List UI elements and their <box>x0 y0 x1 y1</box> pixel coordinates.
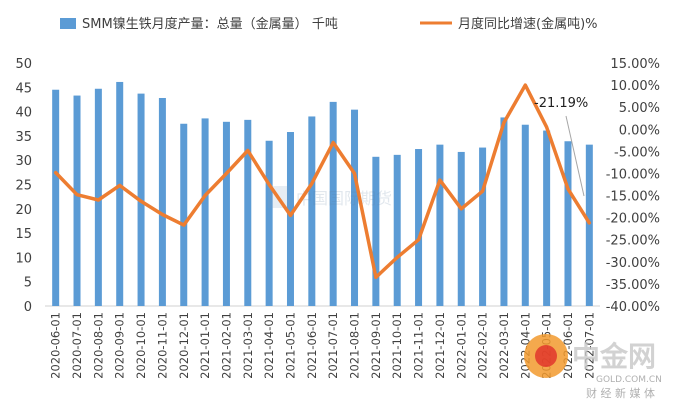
bar <box>393 154 401 306</box>
bar <box>521 124 529 306</box>
logo-url: GOLD.COM.CN <box>596 375 662 385</box>
right-tick-label: -35.00% <box>606 278 660 293</box>
right-tick-label: -15.00% <box>606 190 660 205</box>
x-tick-label: 2020-11-01 <box>155 312 169 379</box>
x-tick-label: 2021-02-01 <box>219 312 233 379</box>
left-axis: 0 5 10 15 20 25 30 35 40 45 50 <box>15 57 32 315</box>
left-tick-label: 50 <box>15 57 32 72</box>
right-tick-label: -30.00% <box>606 256 660 271</box>
legend-bar-swatch <box>60 18 76 29</box>
x-tick-label: 2021-10-01 <box>390 312 404 379</box>
bar <box>372 156 380 306</box>
x-tick-label: 2022-03-01 <box>497 312 511 379</box>
bar <box>52 89 60 306</box>
x-tick-label: 2021-03-01 <box>241 312 255 379</box>
x-tick-label: 2021-08-01 <box>348 312 362 379</box>
bar <box>73 95 81 306</box>
annotation-leader <box>565 115 585 197</box>
growth-line <box>53 83 592 280</box>
right-tick-label: 5.00% <box>619 101 660 116</box>
left-tick-label: 25 <box>15 179 32 194</box>
bar <box>244 119 252 306</box>
logo-inner <box>535 345 557 367</box>
bar <box>286 132 294 306</box>
x-tick-label: 2020-10-01 <box>134 312 148 379</box>
x-tick-label: 2021-01-01 <box>198 312 212 379</box>
left-tick-label: 30 <box>15 154 32 169</box>
left-tick-label: 35 <box>15 130 32 145</box>
watermark-center: 中国国际期货 <box>268 186 392 208</box>
annotation-label: -21.19% <box>534 96 588 111</box>
left-tick-label: 20 <box>15 203 32 218</box>
bar <box>94 88 102 307</box>
right-tick-label: 0.00% <box>619 123 660 138</box>
x-tick-label: 2022-07-01 <box>582 312 596 379</box>
bar <box>158 97 166 306</box>
left-tick-label: 15 <box>15 227 32 242</box>
right-tick-label: 15.00% <box>610 57 660 72</box>
bar <box>180 123 188 306</box>
legend-line-label: 月度同比增速(金属吨)% <box>458 16 598 32</box>
bar <box>585 144 593 306</box>
right-tick-label: 10.00% <box>610 79 660 94</box>
x-axis: 2020-06-01 2020-07-01 2020-08-01 2020-09-01… <box>49 312 597 379</box>
x-tick-label: 2021-12-01 <box>433 312 447 379</box>
bar <box>415 149 423 306</box>
logo-tagline: 财 经 新 媒 体 <box>586 386 655 400</box>
x-tick-label: 2021-07-01 <box>326 312 340 379</box>
bar <box>201 118 209 307</box>
x-tick-label: 2022-01-01 <box>454 312 468 379</box>
bar <box>436 144 444 306</box>
right-tick-label: -10.00% <box>606 167 660 182</box>
x-tick-label: 2020-12-01 <box>177 312 191 379</box>
legend-bar-label: SMM镍生铁月度产量：总量（金属量） 千吨 <box>82 16 338 32</box>
bar <box>500 117 508 306</box>
left-tick-label: 5 <box>24 276 32 291</box>
logo-text: 中金网 <box>572 340 656 373</box>
bar <box>351 109 359 306</box>
bar <box>308 116 316 307</box>
bar <box>222 121 230 306</box>
right-tick-label: -40.00% <box>606 300 660 315</box>
bar <box>265 140 273 306</box>
x-tick-label: 2022-02-01 <box>476 312 490 379</box>
bar-series <box>52 81 593 307</box>
bar <box>479 147 487 306</box>
watermark-center-text: 中国国际期货 <box>296 189 392 208</box>
bar <box>543 130 551 306</box>
bar <box>457 151 465 306</box>
x-tick-label: 2020-09-01 <box>113 312 127 379</box>
left-tick-label: 40 <box>15 106 32 121</box>
legend: SMM镍生铁月度产量：总量（金属量） 千吨 月度同比增速(金属吨)% <box>60 16 598 32</box>
x-tick-label: 2021-04-01 <box>262 312 276 379</box>
x-tick-label: 2020-08-01 <box>91 312 105 379</box>
x-tick-label: 2021-05-01 <box>283 312 297 379</box>
watermark-logo: 中金网 GOLD.COM.CN 财 经 新 媒 体 <box>524 334 662 400</box>
bar <box>564 141 572 306</box>
x-tick-label: 2021-09-01 <box>369 312 383 379</box>
bar <box>329 101 337 306</box>
x-tick-label: 2020-06-01 <box>49 312 63 379</box>
right-axis: -40.00% -35.00% -30.00% -25.00% -20.00% -15.0… <box>606 57 660 315</box>
x-tick-label: 2021-06-01 <box>305 312 319 379</box>
x-tick-label: 2020-07-01 <box>70 312 84 379</box>
x-tick-label: 2021-11-01 <box>412 312 426 379</box>
right-tick-label: -25.00% <box>606 234 660 249</box>
right-tick-label: -20.00% <box>606 212 660 227</box>
left-tick-label: 0 <box>24 300 32 315</box>
line-series <box>53 83 592 280</box>
left-tick-label: 45 <box>15 81 32 96</box>
left-tick-label: 10 <box>15 251 32 266</box>
right-tick-label: -5.00% <box>614 145 660 160</box>
bar <box>116 81 124 306</box>
